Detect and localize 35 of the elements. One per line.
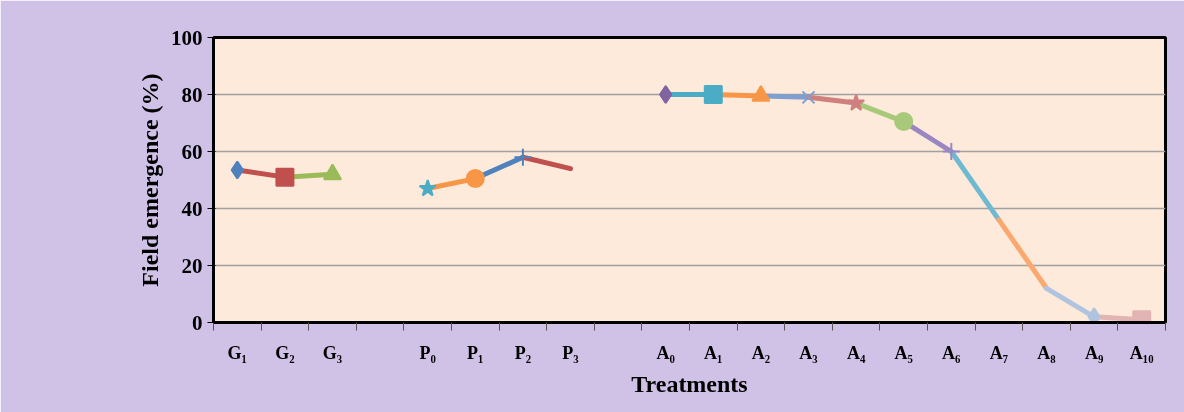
y-axis-title: Field emergence (%) [137, 73, 163, 287]
point [941, 142, 961, 161]
x-tick-label: A₈ [1037, 342, 1057, 363]
x-tick-label: A₁₀ [1129, 342, 1154, 363]
x-tick-label: G₂ [275, 342, 295, 363]
point [323, 163, 342, 181]
x-tick-label: G₁ [227, 342, 248, 363]
point [1087, 307, 1101, 323]
x-tick-label: A₀ [656, 342, 675, 363]
x-axis-title: Treatments [631, 370, 748, 397]
x-tick-label: A₅ [894, 342, 913, 363]
x-tick-label: P₂ [514, 342, 532, 363]
point [659, 85, 673, 104]
point [465, 169, 485, 189]
point [275, 167, 295, 187]
x-tick-label: A₉ [1084, 342, 1104, 363]
x-tick-label: P₁ [467, 342, 484, 363]
x-tick-label: A₆ [942, 342, 962, 363]
x-tick-label: P₃ [562, 342, 580, 363]
y-tick-label: 0 [192, 310, 203, 335]
point [894, 112, 914, 132]
point [847, 93, 866, 111]
x-tick-label: A₇ [989, 342, 1009, 363]
y-tick-label: 100 [171, 25, 203, 50]
x-tick-label: P₀ [419, 342, 436, 363]
x-tick-label: A₂ [751, 342, 771, 363]
y-tick-label: 60 [181, 139, 203, 164]
x-tick-label: A₃ [799, 342, 819, 363]
x-tick-label: A₄ [846, 342, 866, 363]
y-tick-label: 80 [181, 82, 203, 107]
x-tick-label: G₃ [322, 342, 343, 363]
point [801, 90, 816, 105]
y-tick-label: 40 [181, 196, 203, 221]
y-tick-label: 20 [181, 253, 203, 278]
x-tick-label: A₁ [704, 342, 723, 363]
